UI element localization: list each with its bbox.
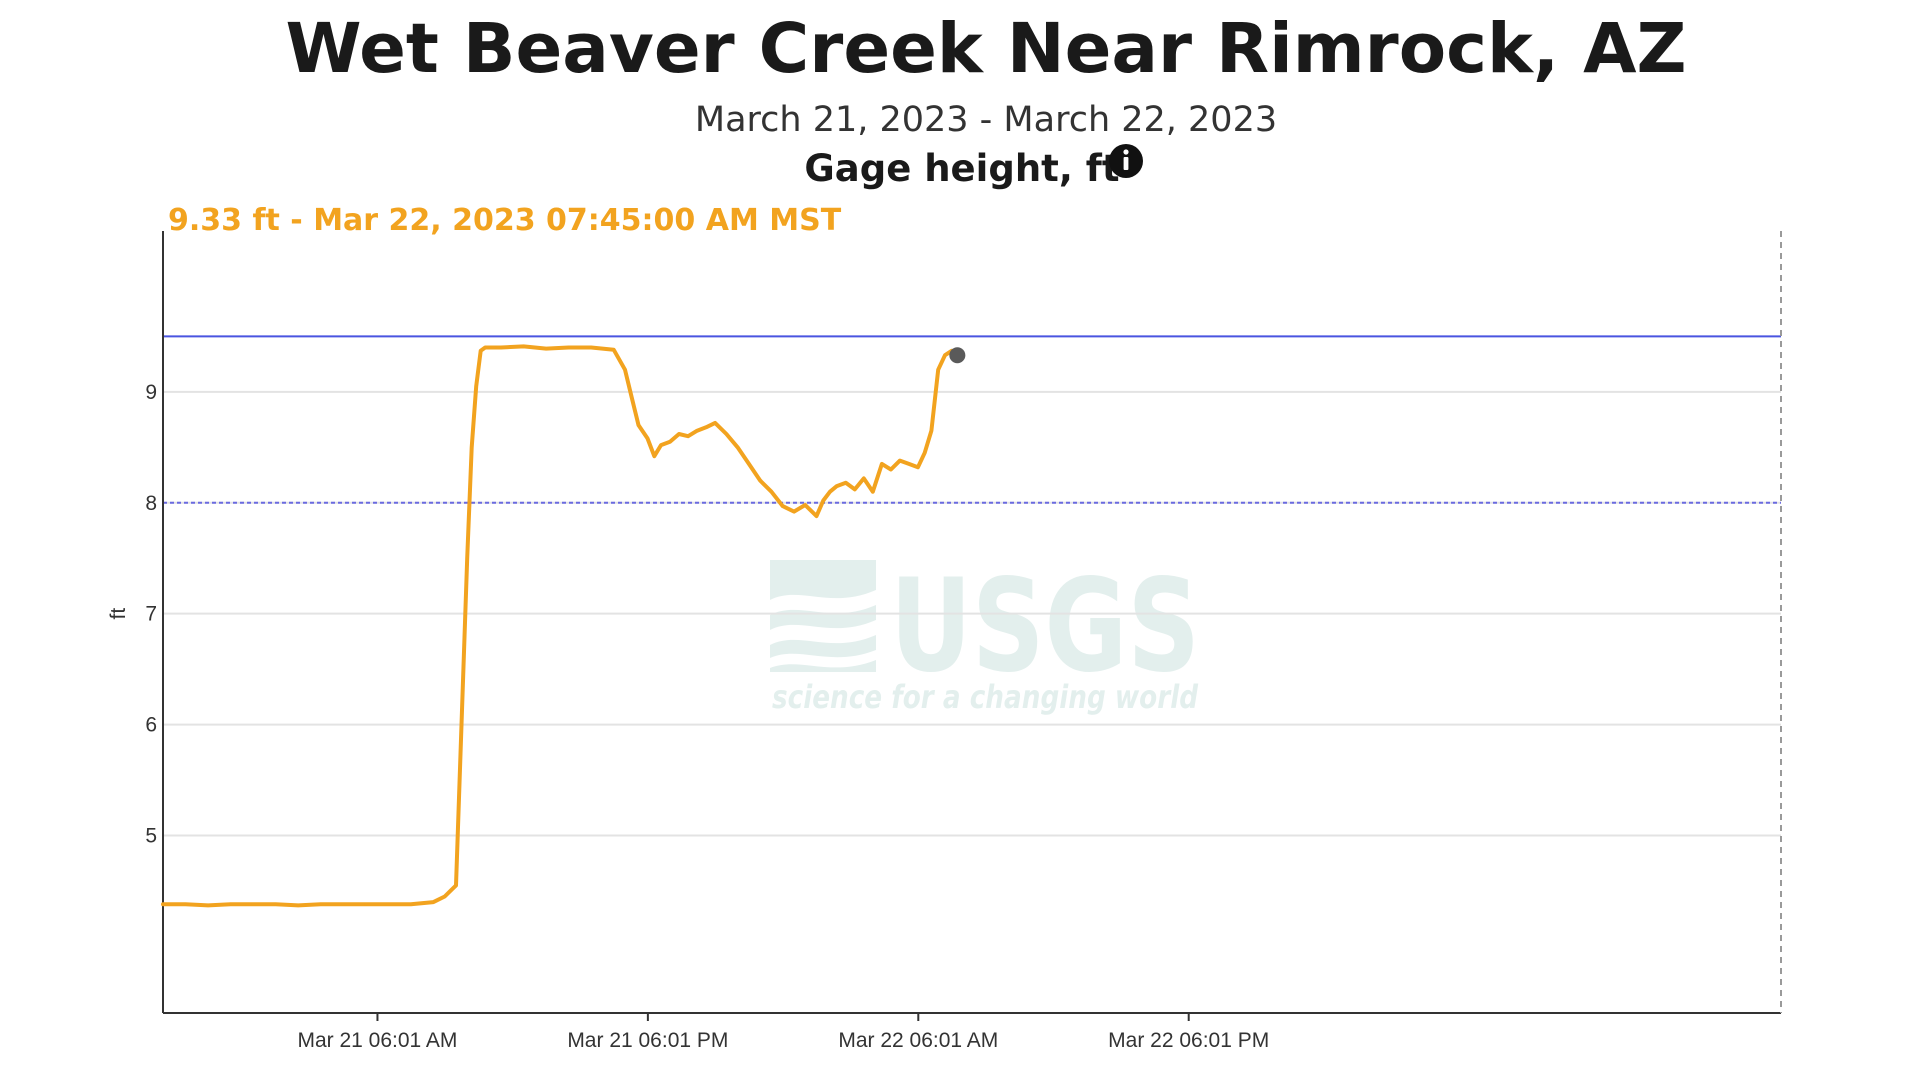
series-point: [736, 445, 740, 449]
series-point: [645, 436, 649, 440]
series-point: [493, 345, 497, 349]
series-point: [454, 883, 458, 887]
watermark-tagline: science for a changing world: [772, 678, 1199, 716]
series-point: [612, 348, 616, 352]
series-point: [652, 454, 656, 458]
y-tick-labels: 5 6 7 8 9: [145, 381, 157, 848]
series-point: [724, 432, 728, 436]
series-point: [686, 434, 690, 438]
series-point: [844, 481, 848, 485]
series-point: [522, 344, 526, 348]
series-point: [465, 556, 469, 560]
page-title: Wet Beaver Creek Near Rimrock, AZ: [285, 9, 1686, 89]
series-point: [364, 902, 368, 906]
axes: [162, 231, 1782, 1014]
series-point: [835, 484, 839, 488]
series-point: [668, 440, 672, 444]
series-point: [704, 425, 708, 429]
cursor-point-marker[interactable]: [949, 347, 966, 364]
series-point: [815, 514, 819, 518]
series-point: [821, 499, 825, 503]
series-point: [630, 395, 634, 399]
series-point: [386, 902, 390, 906]
x-tick-label: Mar 21 06:01 AM: [297, 1029, 457, 1052]
series-point: [341, 902, 345, 906]
series-point: [409, 902, 413, 906]
y-tick-label: 8: [145, 492, 157, 515]
series-point: [828, 490, 832, 494]
reference-lines: [163, 335, 1781, 504]
series-point: [251, 902, 255, 906]
y-tick-label: 6: [145, 714, 157, 737]
series-point: [229, 902, 233, 906]
series-point: [803, 503, 807, 507]
series-point: [695, 429, 699, 433]
series-point: [769, 490, 773, 494]
y-axis-label: ft: [107, 608, 130, 620]
series-point: [923, 451, 927, 455]
usgs-watermark: USGS science for a changing world: [770, 552, 1200, 716]
series-point: [929, 429, 933, 433]
series-point: [781, 504, 785, 508]
series-point: [544, 347, 548, 351]
point-readout: 9.33 ft - Mar 22, 2023 07:45:00 AM MST: [168, 203, 842, 238]
x-tick-labels: Mar 21 06:01 AM Mar 21 06:01 PM Mar 22 06:…: [297, 1013, 1269, 1052]
series-point: [443, 895, 447, 899]
series-point: [713, 421, 717, 425]
series-point: [431, 900, 435, 904]
series-point: [470, 445, 474, 449]
series-point: [871, 490, 875, 494]
series-point: [274, 902, 278, 906]
series-point: [677, 432, 681, 436]
series-point: [936, 368, 940, 372]
series-point: [483, 345, 487, 349]
series-point: [853, 487, 857, 491]
series-point: [296, 903, 300, 907]
series-point: [589, 345, 593, 349]
series-point: [889, 467, 893, 471]
series-point: [758, 479, 762, 483]
x-tick-label: Mar 22 06:01 AM: [838, 1029, 998, 1052]
series-point: [206, 903, 210, 907]
series-point: [907, 462, 911, 466]
series-point: [499, 345, 503, 349]
series-point: [184, 902, 188, 906]
info-circle-icon[interactable]: [1109, 144, 1143, 178]
series-point: [943, 353, 947, 357]
series-point: [319, 902, 323, 906]
series-point: [916, 465, 920, 469]
y-tick-label: 5: [145, 825, 157, 848]
series-point: [792, 510, 796, 514]
parameter-label: Gage height, ft: [804, 147, 1119, 190]
y-tick-label: 7: [145, 603, 157, 626]
series-point: [659, 443, 663, 447]
usgs-wave-logo-icon: [770, 560, 876, 672]
series-point: [862, 476, 866, 480]
series-point: [898, 459, 902, 463]
series-point: [161, 902, 165, 906]
series-point: [747, 462, 751, 466]
series-point: [488, 345, 492, 349]
date-range: March 21, 2023 - March 22, 2023: [695, 100, 1277, 140]
series-point: [567, 345, 571, 349]
watermark-text: USGS: [890, 552, 1200, 701]
gridlines: [163, 390, 1781, 837]
series-layer: [161, 344, 966, 908]
series-points: [161, 344, 959, 907]
series-point: [474, 384, 478, 388]
x-tick-label: Mar 22 06:01 PM: [1108, 1029, 1269, 1052]
series-point: [636, 423, 640, 427]
series-point: [479, 349, 483, 353]
y-tick-label: 9: [145, 381, 157, 404]
series-point: [880, 462, 884, 466]
x-tick-label: Mar 21 06:01 PM: [567, 1029, 728, 1052]
series-point: [623, 368, 627, 372]
